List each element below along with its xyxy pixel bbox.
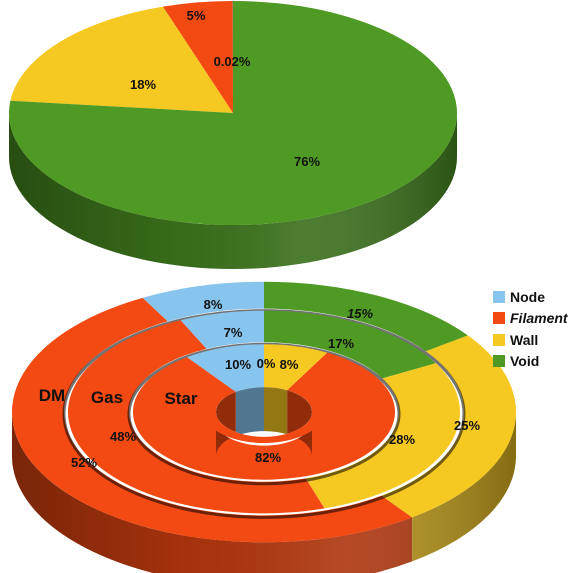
donut-label-gas-wall: 28% <box>389 432 415 447</box>
pie-label-filament: 5% <box>187 8 206 23</box>
donut-ring-groove <box>127 342 401 486</box>
nested-donut-chart: 8% 52% 25% 15% 7% 48% 28% 17% 10% 82% 8% 0% DM Gas Sta… <box>12 281 516 573</box>
pie-label-node: 0.02% <box>214 54 251 69</box>
donut-star-slice-node <box>187 344 264 392</box>
donut-ring-groove <box>62 309 466 519</box>
donut-gas-slice-void <box>264 310 436 379</box>
donut-dm-slice-void <box>264 281 468 352</box>
donut-ring-name-gas: Gas <box>91 388 123 407</box>
legend-label: Wall <box>510 331 539 348</box>
legend-label: Void <box>510 353 540 370</box>
wall-swatch <box>493 333 505 346</box>
pie-slice-filament <box>162 1 233 113</box>
donut-star-slice-wall <box>264 344 328 391</box>
pie-chart-total: 0.02% 5% 18% 76% <box>8 1 457 269</box>
pie-slice-void <box>8 1 457 226</box>
donut-inner-wall-filament <box>287 390 312 456</box>
donut-label-star-void: 0% <box>257 356 276 371</box>
pie-label-void: 76% <box>294 154 320 169</box>
legend-item-filament: Filament <box>493 308 568 330</box>
donut-side-shading <box>12 412 516 573</box>
void-swatch <box>493 355 505 368</box>
donut-ring-name-dm: DM <box>39 386 65 405</box>
donut-label-dm-void: 15% <box>347 306 373 321</box>
donut-dm-slice-wall <box>381 335 516 518</box>
donut-ring-name-star: Star <box>164 389 197 408</box>
pie-side-shading <box>9 113 457 269</box>
donut-gas-slice-node <box>180 310 264 349</box>
donut-label-star-filament: 82% <box>255 450 281 465</box>
pie-slice-wall <box>10 6 234 113</box>
donut-label-dm-filament: 52% <box>71 455 97 470</box>
legend-item-node: Node <box>493 286 568 308</box>
donut-inner-wall-wall <box>264 387 288 435</box>
donut-label-star-wall: 8% <box>280 357 299 372</box>
node-swatch <box>493 290 505 303</box>
pie-label-wall: 18% <box>130 77 156 92</box>
legend: Node Filament Wall Void <box>493 286 568 372</box>
donut-label-dm-node: 8% <box>204 297 223 312</box>
donut-dm-slice-node <box>142 281 264 322</box>
legend-item-wall: Wall <box>493 329 568 351</box>
donut-label-star-node: 10% <box>225 357 251 372</box>
donut-label-gas-filament: 48% <box>110 429 136 444</box>
legend-label: Node <box>510 288 545 305</box>
legend-item-void: Void <box>493 351 568 373</box>
donut-star-slice-filament <box>132 352 395 480</box>
donut-gas-slice-filament <box>67 320 325 514</box>
donut-label-gas-void: 17% <box>328 336 354 351</box>
donut-inner-wall-node <box>235 387 264 436</box>
donut-inner-wall-filament <box>215 391 236 456</box>
donut-label-gas-node: 7% <box>224 325 243 340</box>
filament-swatch <box>493 312 505 325</box>
donut-gas-slice-wall <box>305 363 460 509</box>
donut-label-dm-wall: 25% <box>454 418 480 433</box>
donut-star-rim-filament <box>204 412 324 444</box>
legend-label: Filament <box>510 310 568 327</box>
